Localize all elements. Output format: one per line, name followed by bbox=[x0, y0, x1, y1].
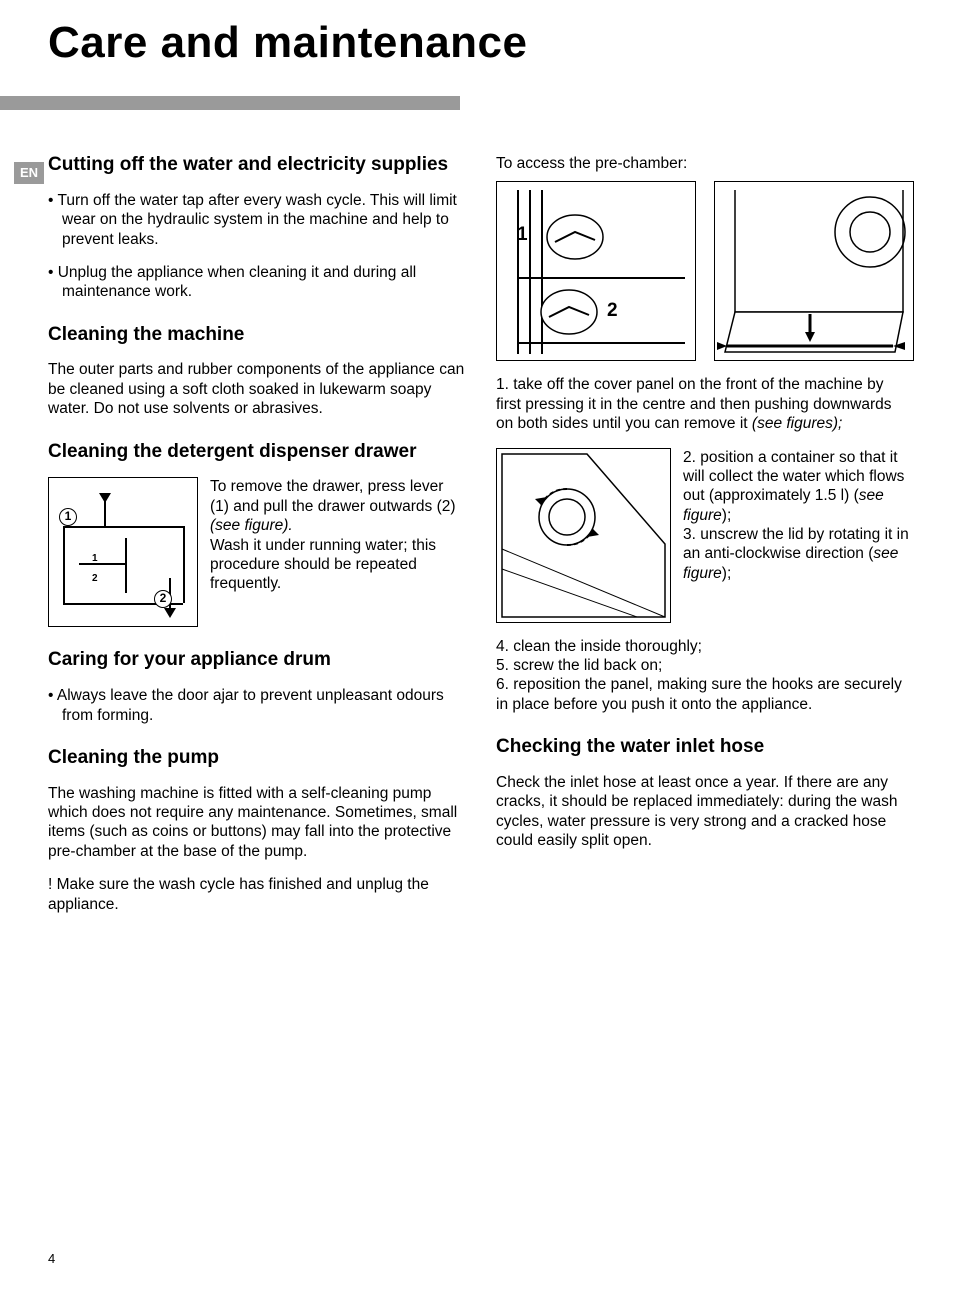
bullet-unplug: Unplug the appliance when cleaning it an… bbox=[48, 263, 466, 302]
text-cleaning-machine: The outer parts and rubber components of… bbox=[48, 360, 466, 418]
drawer-inner-2: 2 bbox=[92, 573, 98, 584]
text-pump-warning: ! Make sure the wash cycle has finished … bbox=[48, 875, 466, 914]
content-columns: Cutting off the water and electricity su… bbox=[0, 154, 960, 914]
figure-pump-lid bbox=[496, 448, 671, 623]
language-badge: EN bbox=[14, 162, 44, 184]
bullet-door-ajar: Always leave the door ajar to prevent un… bbox=[48, 686, 466, 725]
figure-pair-panel: 1 2 bbox=[496, 181, 912, 361]
heading-caring-drum: Caring for your appliance drum bbox=[48, 649, 466, 672]
text-drawer-remove: To remove the drawer, press lever (1) an… bbox=[210, 477, 466, 593]
text-step-5: 5. screw the lid back on; bbox=[496, 656, 912, 675]
drawer-figure-row: 1 2 1 2 To remove the drawer, press leve… bbox=[48, 477, 466, 627]
page-number: 4 bbox=[48, 1251, 55, 1266]
panel-label-1: 1 bbox=[517, 224, 528, 246]
pump-figure-row: 2. position a container so that it will … bbox=[496, 448, 912, 623]
grey-divider-bar bbox=[0, 96, 460, 110]
heading-cutting-off: Cutting off the water and electricity su… bbox=[48, 154, 466, 177]
text-step-6: 6. reposition the panel, making sure the… bbox=[496, 675, 912, 714]
drawer-inner-1: 1 bbox=[92, 553, 98, 564]
figure-drawer: 1 2 1 2 bbox=[48, 477, 198, 627]
bullet-turn-off-tap: Turn off the water tap after every wash … bbox=[48, 191, 466, 249]
heading-inlet-hose: Checking the water inlet hose bbox=[496, 736, 912, 759]
drawer-label-1: 1 bbox=[59, 508, 77, 526]
panel-label-2: 2 bbox=[607, 300, 618, 322]
heading-cleaning-drawer: Cleaning the detergent dispenser drawer bbox=[48, 441, 466, 464]
column-right: To access the pre-chamber: 1 2 bbox=[496, 154, 912, 914]
heading-cleaning-machine: Cleaning the machine bbox=[48, 324, 466, 347]
text-inlet-hose: Check the inlet hose at least once a yea… bbox=[496, 773, 912, 851]
page-title: Care and maintenance bbox=[0, 0, 960, 68]
figure-panel-press: 1 2 bbox=[496, 181, 696, 361]
heading-cleaning-pump: Cleaning the pump bbox=[48, 747, 466, 770]
text-step-4: 4. clean the inside thoroughly; bbox=[496, 637, 912, 656]
text-step-1: 1. take off the cover panel on the front… bbox=[496, 375, 912, 433]
text-steps-2-3: 2. position a container so that it will … bbox=[683, 448, 912, 584]
text-access-prechamber: To access the pre-chamber: bbox=[496, 154, 912, 173]
text-cleaning-pump: The washing machine is fitted with a sel… bbox=[48, 784, 466, 862]
figure-panel-remove bbox=[714, 181, 914, 361]
column-left: Cutting off the water and electricity su… bbox=[48, 154, 466, 914]
